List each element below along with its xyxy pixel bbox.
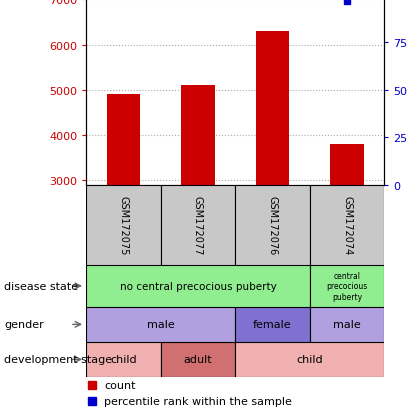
Bar: [107, 95, 140, 185]
Bar: [161, 342, 235, 377]
Text: child: child: [297, 354, 323, 365]
Text: child: child: [110, 354, 136, 365]
Bar: [256, 32, 289, 185]
Text: central
precocious
puberty: central precocious puberty: [326, 271, 368, 301]
Text: male: male: [333, 320, 361, 330]
Text: disease state: disease state: [4, 281, 78, 291]
Bar: [181, 86, 215, 185]
Bar: [235, 185, 310, 265]
Bar: [86, 307, 235, 342]
Bar: [310, 307, 384, 342]
Bar: [235, 307, 310, 342]
Bar: [330, 145, 364, 185]
Text: GSM172074: GSM172074: [342, 196, 352, 255]
Bar: [310, 185, 384, 265]
Text: male: male: [147, 320, 175, 330]
Text: adult: adult: [184, 354, 212, 365]
Bar: [86, 342, 161, 377]
Bar: [235, 342, 384, 377]
Bar: [310, 265, 384, 307]
Text: female: female: [253, 320, 292, 330]
Text: GSM172077: GSM172077: [193, 196, 203, 255]
Text: count: count: [104, 380, 136, 390]
Bar: [86, 185, 161, 265]
Text: gender: gender: [4, 320, 44, 330]
Text: GSM172076: GSM172076: [268, 196, 278, 255]
Bar: [86, 265, 310, 307]
Text: no central precocious puberty: no central precocious puberty: [120, 281, 276, 291]
Text: GSM172075: GSM172075: [118, 196, 129, 255]
Bar: [161, 185, 235, 265]
Text: development stage: development stage: [4, 354, 112, 365]
Text: percentile rank within the sample: percentile rank within the sample: [104, 396, 292, 406]
